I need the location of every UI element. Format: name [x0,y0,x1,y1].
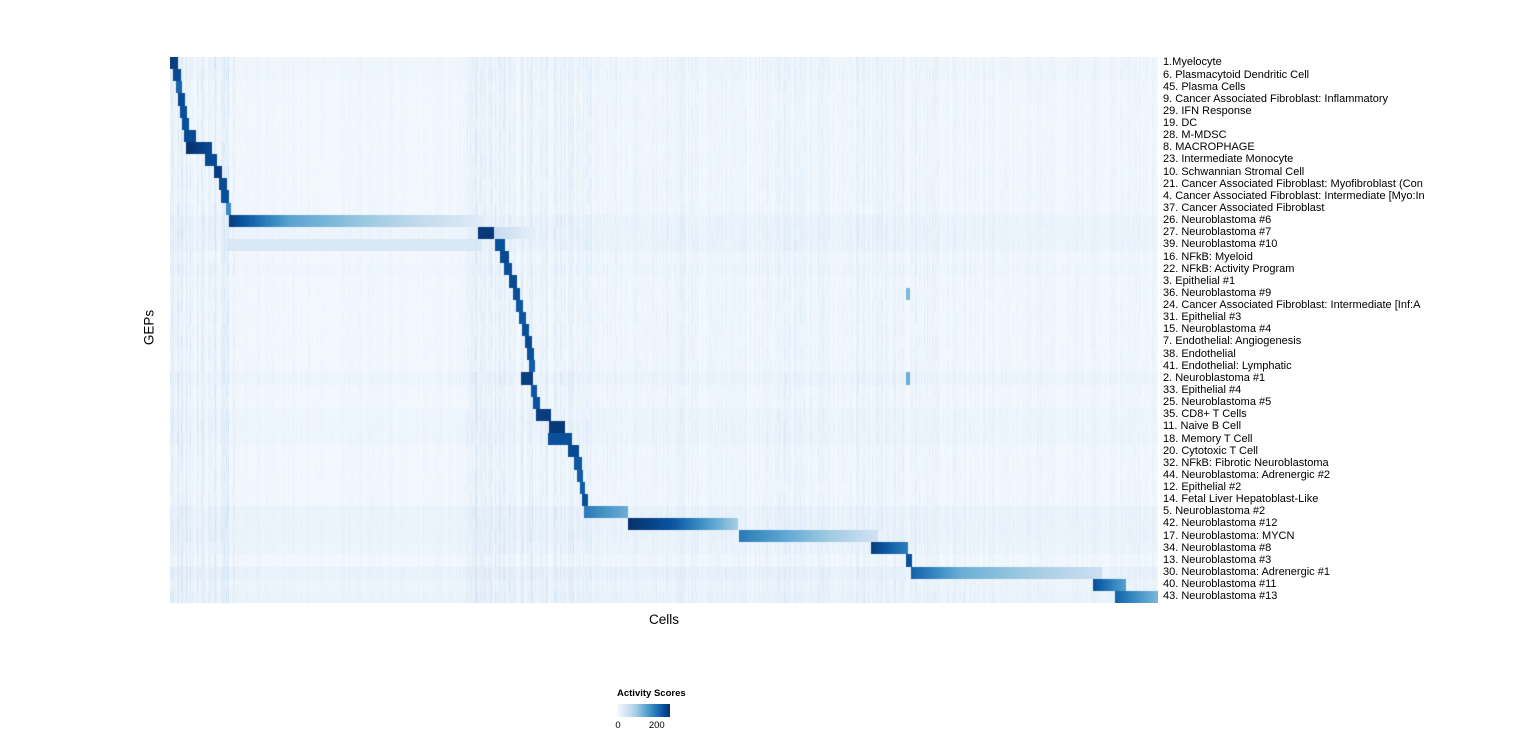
row-label: 39. Neuroblastoma #10 [1163,238,1278,251]
row-label: 10. Schwannian Stromal Cell [1163,165,1305,178]
row-label: 43. Neuroblastoma #13 [1163,590,1278,603]
row-label: 32. NFkB: Fibrotic Neuroblastoma [1163,456,1329,469]
row-label: 2. Neuroblastoma #1 [1163,371,1266,384]
row-label: 7. Endothelial: Angiogenesis [1163,335,1302,348]
row-label: 44. Neuroblastoma: Adrenergic #2 [1163,468,1330,481]
y-axis-label: GEPs [141,309,157,346]
row-label: 20. Cytotoxic T Cell [1163,444,1258,457]
legend-gradient-bar [617,704,670,717]
row-label: 41. Endothelial: Lymphatic [1163,359,1292,372]
row-label: 35. CD8+ T Cells [1163,408,1247,421]
legend-tick-max: 200 [648,720,665,731]
row-label: 17. Neuroblastoma: MYCN [1163,529,1295,542]
row-label: 1.Myelocyte [1163,57,1222,69]
row-label: 26. Neuroblastoma #6 [1163,214,1272,227]
row-label: 22. NFkB: Activity Program [1163,262,1295,275]
x-axis-label: Cells [648,612,679,627]
row-label: 42. Neuroblastoma #12 [1163,517,1278,530]
row-label: 12. Epithelial #2 [1163,481,1242,494]
row-label: 38. Endothelial [1163,347,1236,360]
row-label: 16. NFkB: Myeloid [1163,250,1253,263]
row-label: 15. Neuroblastoma #4 [1163,323,1272,336]
legend-ticks: 0 200 [615,720,670,731]
legend-tick-min: 0 [615,720,621,731]
row-label: 8. MACROPHAGE [1163,141,1255,154]
heatmap-canvas [170,57,1158,603]
legend: Activity Scores 0 200 [615,688,767,731]
row-labels: 1.Myelocyte 6. Plasmacytoid Dendritic Cel… [1163,57,1540,609]
row-label: 24. Cancer Associated Fibroblast: Interm… [1163,299,1421,312]
row-label: 29. IFN Response [1163,104,1252,117]
row-label: 36. Neuroblastoma #9 [1163,286,1272,299]
legend-title: Activity Scores [617,688,686,699]
row-label: 31. Epithelial #3 [1163,311,1242,324]
row-label: 27. Neuroblastoma #7 [1163,226,1272,239]
row-label: 3. Epithelial #1 [1163,274,1236,287]
row-label: 5. Neuroblastoma #2 [1163,505,1266,518]
row-label: 4. Cancer Associated Fibroblast: Interme… [1163,189,1425,202]
row-label: 45. Plasma Cells [1163,80,1246,93]
row-label: 28. M-MDSC [1163,129,1227,142]
row-label: 6. Plasmacytoid Dendritic Cell [1163,68,1310,81]
row-label: 40. Neuroblastoma #11 [1163,578,1277,591]
row-label: 33. Epithelial #4 [1163,383,1242,396]
row-label: 11. Naive B Cell [1163,420,1242,433]
row-label: 18. Memory T Cell [1163,432,1253,445]
row-label: 25. Neuroblastoma #5 [1163,396,1272,409]
row-label: 13. Neuroblastoma #3 [1163,553,1272,566]
row-label: 30. Neuroblastoma: Adrenergic #1 [1163,565,1330,578]
row-label: 14. Fetal Liver Hepatoblast-Like [1163,493,1319,506]
row-label: 37. Cancer Associated Fibroblast [1163,201,1325,214]
row-label: 23. Intermediate Monocyte [1163,153,1294,166]
row-label: 21. Cancer Associated Fibroblast: Myofib… [1163,177,1423,190]
row-label: 34. Neuroblastoma #8 [1163,541,1272,554]
row-label: 9. Cancer Associated Fibroblast: Inflamm… [1163,92,1388,105]
row-label: 19. DC [1163,117,1198,130]
